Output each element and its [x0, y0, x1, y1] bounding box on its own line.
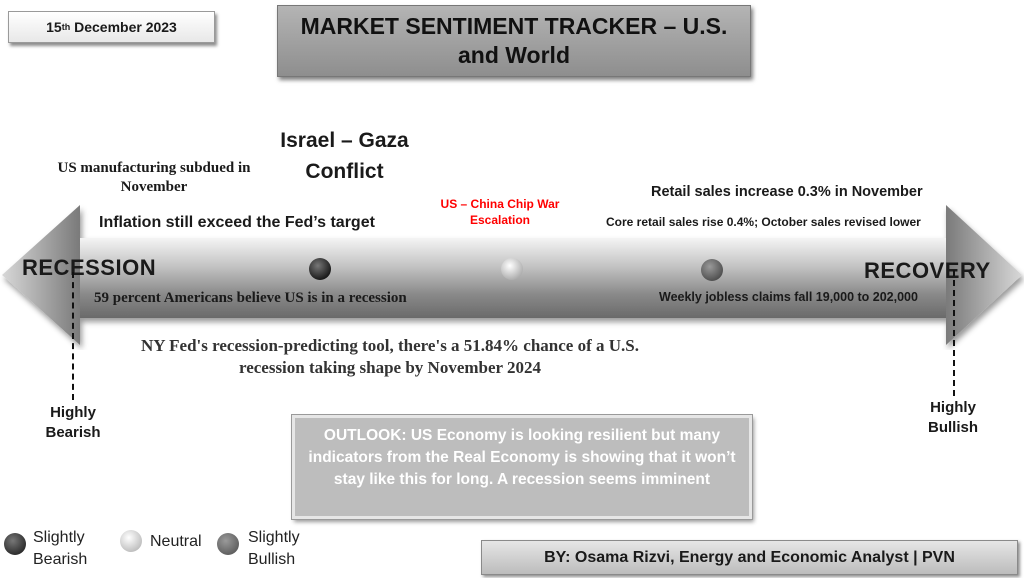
- legend-neutral-label: Neutral: [150, 533, 202, 550]
- bearish-dashed-line: [72, 272, 74, 400]
- title-line-2: and World: [457, 42, 570, 68]
- chip-war-line-1: US – China Chip War: [440, 197, 560, 211]
- legend-slightly-bullish-icon: [217, 533, 239, 555]
- date-rest: December 2023: [70, 19, 177, 35]
- chip-war-indicator: US – China Chip War Escalation: [420, 196, 580, 228]
- legend-bearish-line-2: Bearish: [33, 551, 88, 568]
- legend-bullish-line-1: Slightly: [248, 529, 300, 546]
- legend-bearish-line-1: Slightly: [33, 529, 85, 546]
- manufacturing-indicator: US manufacturing subdued in November: [34, 159, 274, 197]
- highly-bearish-line-2: Bearish: [45, 424, 101, 441]
- legend-slightly-bearish-icon: [4, 533, 26, 555]
- retail-marker-slightly-bullish: [701, 259, 723, 281]
- israel-gaza-indicator: Israel – Gaza Conflict: [262, 125, 427, 187]
- highly-bullish-label: Highly Bullish: [910, 398, 996, 438]
- date-suffix: th: [61, 22, 71, 32]
- ny-fed-indicator: NY Fed's recession-predicting tool, ther…: [90, 335, 690, 379]
- highly-bullish-line-1: Highly: [930, 399, 976, 416]
- inflation-indicator: Inflation still exceed the Fed’s target: [99, 214, 375, 231]
- legend-neutral-icon: [120, 530, 142, 552]
- sentiment-arrow: [2, 205, 1022, 345]
- author-credit: BY: Osama Rizvi, Energy and Economic Ana…: [481, 540, 1018, 575]
- core-retail-indicator: Core retail sales rise 0.4%; October sal…: [606, 215, 921, 229]
- bullish-dashed-line: [953, 270, 955, 396]
- manufacturing-line-1: US manufacturing subdued in: [57, 160, 251, 176]
- legend-slightly-bullish-label: Slightly Bullish: [248, 527, 300, 571]
- highly-bearish-label: Highly Bearish: [30, 403, 116, 443]
- arrow-body: [2, 205, 1022, 345]
- chip-war-marker-neutral: [501, 258, 523, 280]
- legend-bullish-line-2: Bullish: [248, 551, 296, 568]
- date-day: 15: [46, 19, 62, 35]
- highly-bullish-line-2: Bullish: [927, 419, 978, 436]
- sentiment-markers: [309, 258, 723, 281]
- israel-line-1: Israel – Gaza: [280, 129, 409, 152]
- recovery-label: RECOVERY: [864, 258, 991, 283]
- jobless-claims-indicator: Weekly jobless claims fall 19,000 to 202…: [659, 290, 918, 304]
- ny-fed-line-1: NY Fed's recession-predicting tool, ther…: [141, 336, 639, 355]
- retail-sales-indicator: Retail sales increase 0.3% in November: [651, 184, 923, 200]
- recession-label: RECESSION: [22, 255, 157, 280]
- chip-war-line-2: Escalation: [469, 213, 531, 227]
- israel-marker-slightly-bearish: [309, 258, 331, 280]
- title-line-1: MARKET SENTIMENT TRACKER – U.S.: [300, 13, 728, 39]
- highly-bearish-line-1: Highly: [50, 404, 96, 421]
- outlook-box: OUTLOOK: US Economy is looking resilient…: [292, 415, 752, 519]
- legend-slightly-bearish-label: Slightly Bearish: [33, 527, 87, 571]
- page-title: MARKET SENTIMENT TRACKER – U.S. and Worl…: [277, 5, 751, 77]
- americans-recession-indicator: 59 percent Americans believe US is in a …: [94, 290, 407, 306]
- israel-line-2: Conflict: [305, 160, 384, 183]
- ny-fed-line-2: recession taking shape by November 2024: [238, 358, 542, 377]
- manufacturing-line-2: November: [120, 179, 188, 195]
